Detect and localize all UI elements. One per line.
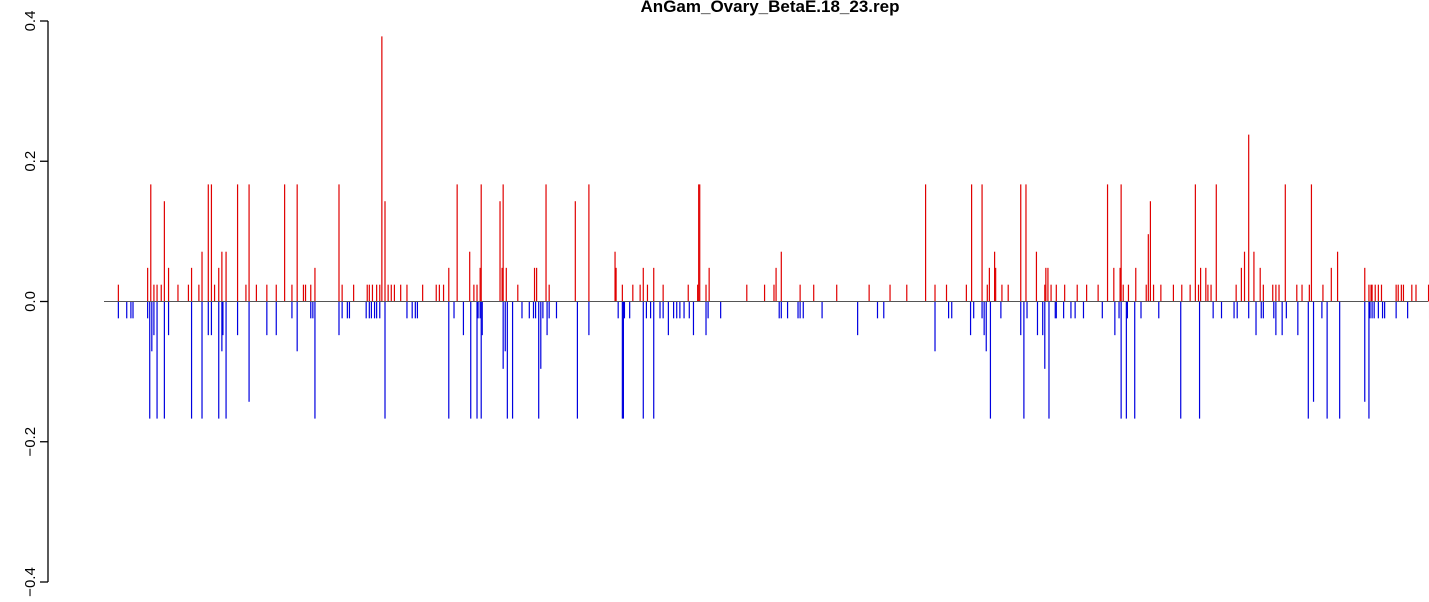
y-tick-label: 0.2	[22, 151, 39, 172]
y-tick-label: −0.4	[22, 567, 39, 597]
y-tick-label: −0.2	[22, 427, 39, 457]
negative-bars	[117, 301, 1429, 419]
positive-bars	[117, 36, 1429, 302]
y-tick-label: 0.0	[22, 291, 39, 312]
y-tick-label: 0.4	[22, 11, 39, 32]
y-axis: −0.4 −0.2 0.0 0.2 0.4	[22, 11, 49, 597]
chart-title: AnGam_Ovary_BetaE.18_23.rep	[641, 0, 900, 16]
